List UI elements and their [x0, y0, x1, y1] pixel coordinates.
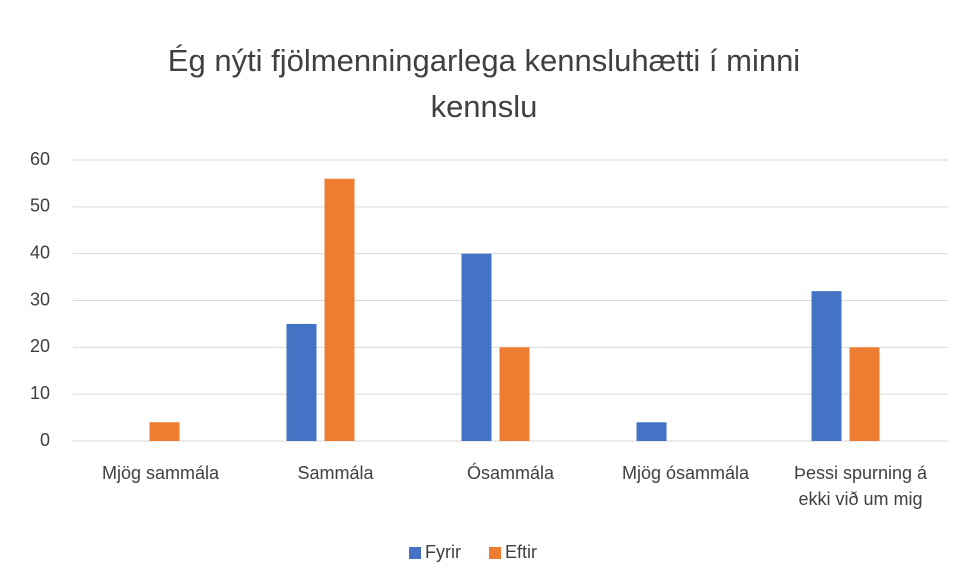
bar: [149, 422, 180, 441]
chart-title: Ég nýti fjölmenningarlega kennsluhætti í…: [167, 43, 801, 124]
bar: [324, 178, 355, 441]
x-tick-label: Ósammála: [466, 463, 555, 483]
x-tick-label: Mjög ósammála: [621, 463, 750, 483]
bar: [849, 347, 880, 441]
y-tick-label: 0: [40, 430, 50, 450]
legend-swatch: [489, 547, 501, 559]
y-tick-label: 20: [30, 336, 50, 356]
y-tick-label: 50: [30, 196, 50, 216]
x-tick-label: Mjög sammála: [101, 463, 220, 483]
bar: [286, 323, 317, 441]
bar: [636, 422, 667, 441]
y-tick-label: 60: [30, 149, 50, 169]
x-tick-label: Sammála: [297, 463, 374, 483]
y-tick-label: 10: [30, 383, 50, 403]
x-tick-label: Þessi spurning á ekki við um mig: [793, 463, 928, 509]
legend-swatch: [409, 547, 421, 559]
y-tick-label: 40: [30, 242, 50, 262]
bar: [811, 291, 842, 441]
y-tick-label: 30: [30, 289, 50, 309]
legend-label: Fyrir: [425, 542, 461, 562]
bar: [499, 347, 530, 441]
legend-label: Eftir: [505, 542, 537, 562]
bar: [461, 253, 492, 441]
